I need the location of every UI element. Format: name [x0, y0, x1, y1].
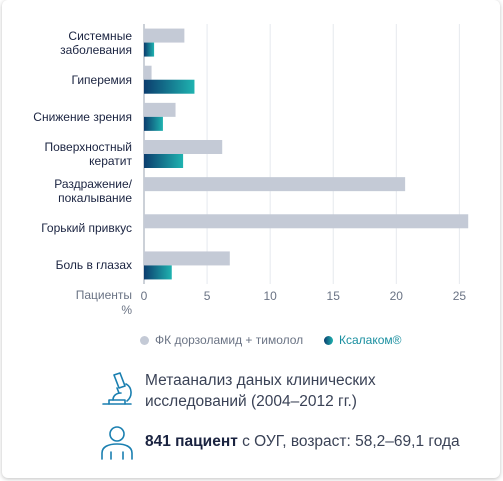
study-info: Метаанализ даных клинических исследовани… [97, 370, 385, 412]
bar-dorzolamide [144, 65, 152, 80]
bar-xalacom [144, 116, 163, 131]
legend-item-dorzolamide: ФК дорзоламид + тимолол [140, 333, 303, 347]
x-axis-title: Пациенты % [75, 288, 132, 317]
bar-xalacom [144, 265, 172, 280]
patients-count: 841 пациент [145, 433, 238, 450]
bar-dorzolamide [144, 177, 406, 192]
bar-dorzolamide [144, 140, 223, 154]
x-tick-label: 25 [452, 289, 467, 303]
study-text: Метаанализ даных клинических исследовани… [145, 372, 376, 410]
category-label: Снижение зрения [33, 109, 132, 124]
bar-xalacom [144, 42, 155, 57]
bar-dorzolamide [144, 214, 469, 229]
legend-swatch-xalacom [324, 335, 333, 345]
x-tick-label: 5 [203, 289, 211, 303]
bar-chart [143, 24, 469, 284]
patients-text: 841 пациент с ОУГ, возраст: 58,2–69,1 го… [145, 431, 460, 452]
x-tick-label: 10 [263, 289, 277, 303]
category-label: Системные заболевания [60, 28, 132, 57]
bar-xalacom [144, 79, 195, 94]
person-icon [101, 426, 133, 460]
legend-label-xalacom: Ксалаком® [339, 333, 402, 347]
bar-dorzolamide [144, 28, 185, 43]
category-label: Гиперемия [71, 72, 133, 87]
category-label: Поверхностный кератит [44, 140, 132, 168]
x-tick-label: 15 [326, 289, 340, 303]
category-label: Раздражение/ покалывание [54, 177, 132, 206]
legend-label-dorzolamide: ФК дорзоламид + тимолол [155, 333, 304, 347]
bar-xalacom [144, 154, 184, 168]
x-tick-label: 0 [140, 289, 148, 303]
patients-details: с ОУГ, возраст: 58,2–69,1 года [237, 433, 460, 450]
category-label: Горький привкус [41, 221, 132, 236]
bar-dorzolamide [144, 251, 230, 266]
legend-item-xalacom: Ксалаком® [324, 333, 402, 347]
legend-swatch-dorzolamide [140, 335, 149, 345]
x-tick-label: 20 [389, 289, 403, 303]
patients-info: 841 пациент с ОУГ, возраст: 58,2–69,1 го… [97, 422, 460, 462]
microscope-icon [102, 372, 132, 405]
category-label: Боль в глазах [55, 258, 132, 273]
bar-dorzolamide [144, 102, 176, 117]
